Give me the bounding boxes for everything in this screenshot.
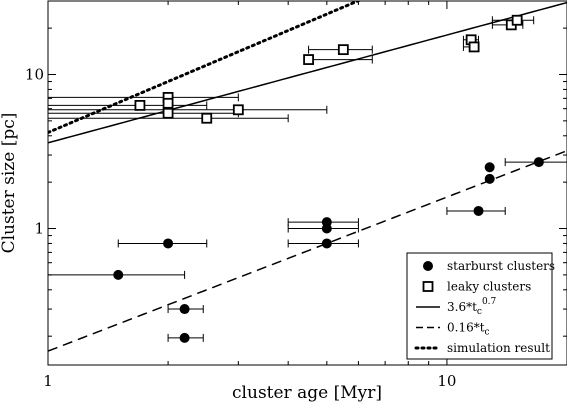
leaky-cluster-point: [511, 14, 523, 26]
starburst-cluster-point: [113, 269, 124, 280]
leaky-cluster-point: [134, 99, 146, 111]
tick-labels: 1 10 1 10: [25, 65, 457, 390]
x-tick-label: 1: [43, 372, 53, 390]
y-tick-label: 1: [34, 220, 44, 238]
legend-box: [406, 252, 553, 360]
leaky-cluster-point: [337, 44, 349, 56]
starburst-cluster-point: [473, 205, 484, 216]
curve-dashed-line: [48, 150, 567, 352]
leaky-cluster-point: [162, 97, 174, 109]
y-axis-label: Cluster size [pc]: [0, 113, 19, 254]
x-axis-label: cluster age [Myr]: [232, 383, 382, 403]
starburst-cluster-point: [533, 157, 544, 168]
curve-dotted-line: [48, 1, 362, 135]
leaky-cluster-point: [303, 54, 314, 65]
starburst-cluster-point: [163, 238, 174, 249]
starburst-cluster-point: [179, 304, 190, 315]
legend-label: 3.6*tc0.7: [447, 297, 497, 317]
legend-label: leaky clusters: [447, 280, 531, 294]
legend-label: 0.16*tc: [447, 321, 490, 338]
legend-label: starburst clusters: [447, 259, 555, 273]
curve-solid-line: [48, 1, 567, 144]
starburst-cluster-point: [179, 332, 190, 343]
legend-label: simulation result: [447, 341, 550, 355]
starburst-cluster-point: [484, 173, 495, 184]
starburst-cluster-point: [321, 223, 332, 234]
leaky-cluster-point: [201, 112, 213, 124]
starburst-cluster-point: [484, 162, 495, 173]
starburst-cluster-point: [321, 238, 332, 249]
legend-marker-starburst: [423, 261, 433, 271]
legend-marker-leaky: [422, 281, 434, 292]
y-tick-label: 10: [25, 65, 44, 83]
legend: starburst clusters leaky clusters 3.6*tc0.…: [406, 252, 555, 360]
x-tick-label: 10: [437, 372, 456, 390]
data-markers: [113, 14, 544, 343]
leaky-cluster-point: [162, 107, 174, 119]
leaky-cluster-point: [468, 41, 480, 53]
model-curves: [48, 1, 567, 352]
leaky-cluster-point: [232, 104, 244, 116]
